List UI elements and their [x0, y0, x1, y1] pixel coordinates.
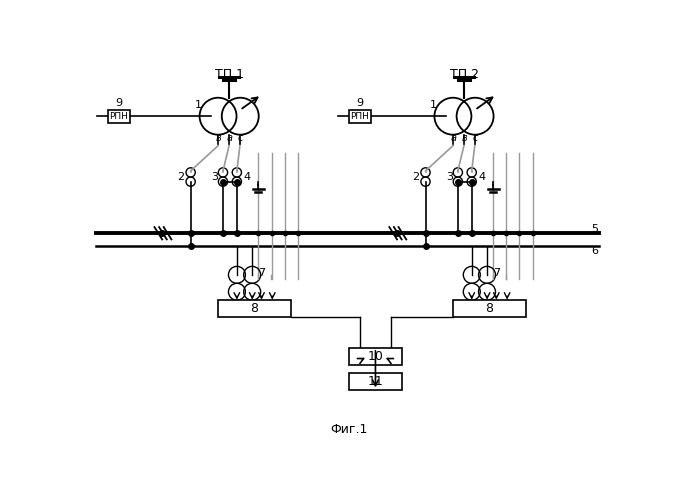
- Circle shape: [186, 168, 195, 177]
- Circle shape: [479, 284, 496, 300]
- Text: в: в: [216, 133, 221, 143]
- Text: а: а: [226, 133, 232, 143]
- Text: 9: 9: [116, 98, 122, 108]
- Circle shape: [228, 266, 245, 283]
- Text: РПН: РПН: [109, 112, 129, 120]
- Text: 5: 5: [591, 224, 598, 234]
- Circle shape: [222, 98, 258, 134]
- Circle shape: [243, 266, 260, 283]
- FancyBboxPatch shape: [348, 348, 403, 365]
- Text: 7: 7: [493, 268, 500, 278]
- Text: в: в: [461, 133, 467, 143]
- Text: 3: 3: [446, 172, 453, 182]
- Text: с: с: [472, 133, 477, 143]
- Circle shape: [467, 168, 476, 177]
- Circle shape: [233, 177, 241, 186]
- Circle shape: [463, 266, 480, 283]
- Circle shape: [200, 98, 237, 134]
- Circle shape: [453, 177, 462, 186]
- Text: с: с: [237, 133, 243, 143]
- Circle shape: [218, 168, 228, 177]
- Text: 9: 9: [356, 98, 364, 108]
- Text: 2: 2: [412, 172, 419, 182]
- FancyBboxPatch shape: [453, 300, 526, 317]
- Text: 7: 7: [258, 268, 265, 278]
- FancyBboxPatch shape: [350, 110, 371, 123]
- Circle shape: [228, 284, 245, 300]
- Text: 2: 2: [177, 172, 184, 182]
- FancyBboxPatch shape: [348, 374, 403, 390]
- Text: ТП 1: ТП 1: [215, 68, 243, 80]
- Text: 10: 10: [367, 350, 384, 363]
- Circle shape: [479, 266, 496, 283]
- Text: Фиг.1: Фиг.1: [330, 423, 367, 436]
- Circle shape: [186, 177, 195, 186]
- Circle shape: [453, 168, 462, 177]
- Circle shape: [456, 98, 494, 134]
- Text: РПН: РПН: [351, 112, 369, 120]
- Circle shape: [467, 177, 476, 186]
- Circle shape: [421, 177, 430, 186]
- Circle shape: [218, 177, 228, 186]
- Text: ТП 2: ТП 2: [449, 68, 479, 80]
- Text: 1: 1: [195, 100, 202, 110]
- Text: а: а: [450, 133, 456, 143]
- Circle shape: [435, 98, 471, 134]
- Text: 8: 8: [250, 302, 258, 315]
- Text: 1: 1: [430, 100, 437, 110]
- Text: 11: 11: [368, 376, 384, 388]
- Text: 8: 8: [486, 302, 494, 315]
- Text: 6: 6: [591, 246, 598, 256]
- FancyBboxPatch shape: [218, 300, 291, 317]
- Text: 4: 4: [478, 172, 486, 182]
- Circle shape: [463, 284, 480, 300]
- Text: 3: 3: [211, 172, 218, 182]
- Text: 4: 4: [243, 172, 250, 182]
- Circle shape: [233, 168, 241, 177]
- Circle shape: [243, 284, 260, 300]
- Circle shape: [421, 168, 430, 177]
- FancyBboxPatch shape: [108, 110, 130, 123]
